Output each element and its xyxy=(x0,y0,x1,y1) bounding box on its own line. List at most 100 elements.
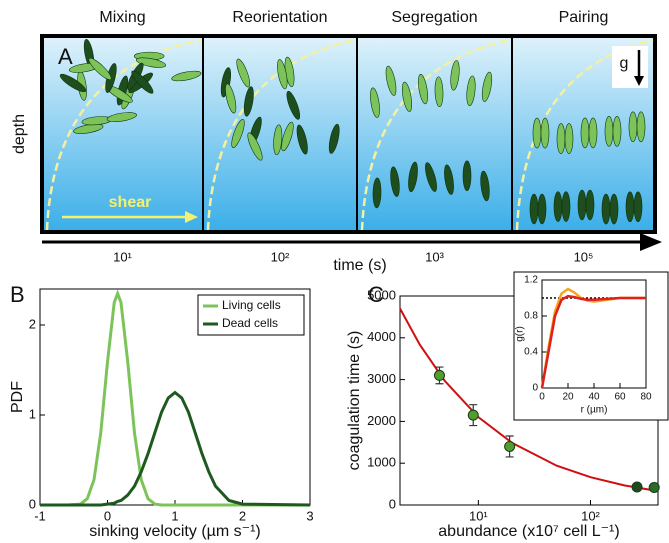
cell xyxy=(88,57,112,81)
cell xyxy=(628,111,638,143)
y-tick-label: 5000 xyxy=(367,287,396,302)
cell xyxy=(390,166,400,197)
cell xyxy=(59,73,87,93)
legend-label: Living cells xyxy=(222,298,281,312)
x-tick-label: 3 xyxy=(306,508,313,523)
x-tick-label: 1 xyxy=(171,508,178,523)
gravity-label: g xyxy=(620,55,629,72)
cell xyxy=(577,189,587,221)
panel-label: B xyxy=(10,282,25,307)
x-tick-label: 0 xyxy=(104,508,111,523)
cell xyxy=(273,124,283,156)
y-tick-label: 4000 xyxy=(367,329,396,344)
y-tick-label: 0.8 xyxy=(524,311,538,322)
cell xyxy=(585,189,595,221)
cell xyxy=(236,58,251,88)
y-tick-label: 1000 xyxy=(367,455,396,470)
cell xyxy=(225,83,237,114)
y-tick-label: 3000 xyxy=(367,371,396,386)
data-point xyxy=(504,440,516,452)
cell xyxy=(385,65,397,96)
cell xyxy=(401,81,413,112)
cell xyxy=(286,90,301,120)
y-tick-label: 1.2 xyxy=(524,275,538,286)
cell xyxy=(481,71,493,102)
cell xyxy=(580,117,590,149)
y-tick-label: 0 xyxy=(532,383,538,394)
cell xyxy=(277,59,288,90)
cell xyxy=(462,160,472,192)
inset-background xyxy=(513,271,669,421)
data-point xyxy=(631,481,643,493)
cell xyxy=(588,117,598,149)
x-tick-label: 0 xyxy=(539,392,545,403)
shear-arrow-head xyxy=(185,211,198,223)
x-tick-label: 20 xyxy=(562,392,574,403)
y-tick-label: 2 xyxy=(29,316,36,331)
cell xyxy=(296,124,308,155)
cell xyxy=(556,123,566,154)
cell xyxy=(425,162,437,192)
y-tick-label: 0.4 xyxy=(524,347,538,358)
cell xyxy=(529,193,539,225)
data-point xyxy=(648,481,660,493)
stage-label: Pairing xyxy=(559,9,609,26)
cell xyxy=(247,132,263,161)
cell xyxy=(609,193,619,225)
time-arrow-head xyxy=(640,233,662,251)
cell xyxy=(281,121,294,152)
stage-label: Segregation xyxy=(391,9,477,26)
cell xyxy=(434,76,444,108)
cell xyxy=(604,116,614,147)
cell xyxy=(135,57,167,68)
velocity-profile xyxy=(45,38,202,231)
cell xyxy=(636,111,646,143)
y-axis-label: PDF xyxy=(9,381,26,413)
series-line xyxy=(40,390,311,507)
cell xyxy=(231,118,245,148)
y-tick-label: 0 xyxy=(29,496,36,511)
cell xyxy=(106,112,137,122)
shear-label: shear xyxy=(109,194,152,211)
x-tick-label: 80 xyxy=(640,392,652,403)
x-axis-label: r (µm) xyxy=(581,405,608,416)
y-tick-label: 0 xyxy=(389,496,396,511)
data-point xyxy=(467,409,479,421)
cell xyxy=(601,193,611,225)
x-axis-label: sinking velocity (µm s⁻¹) xyxy=(89,523,260,540)
cell xyxy=(220,67,231,98)
cell xyxy=(328,123,340,154)
cell xyxy=(243,86,254,117)
cell xyxy=(372,177,382,209)
cell xyxy=(418,74,428,105)
cell xyxy=(444,164,454,195)
cell xyxy=(450,60,460,91)
stage-label: Reorientation xyxy=(232,9,327,26)
cell xyxy=(564,123,574,154)
x-tick-label: 2 xyxy=(239,508,246,523)
cell xyxy=(131,70,154,94)
panel-a-frame xyxy=(40,34,657,234)
series-line xyxy=(40,289,310,507)
depth-label: depth xyxy=(11,114,28,154)
x-tick-label: 60 xyxy=(614,392,626,403)
panel-label: A xyxy=(58,44,73,69)
cell xyxy=(553,191,563,222)
y-tick-label: 1 xyxy=(29,406,36,421)
cell xyxy=(408,161,418,193)
cell xyxy=(540,117,550,149)
x-axis-label: abundance (x10⁷ cell L⁻¹) xyxy=(438,523,619,540)
legend-box xyxy=(197,294,305,336)
velocity-profile xyxy=(360,38,511,231)
cell xyxy=(480,170,490,202)
cell xyxy=(537,193,547,225)
gravity-arrow-head xyxy=(634,76,644,86)
legend-label: Dead cells xyxy=(222,316,278,330)
y-axis-label: g(r) xyxy=(515,326,526,342)
time-tick-label: 10² xyxy=(271,249,290,264)
cell xyxy=(370,87,380,118)
time-tick-label: 10⁵ xyxy=(574,249,594,264)
series-line xyxy=(540,294,646,389)
time-tick-label: 10¹ xyxy=(113,249,132,264)
